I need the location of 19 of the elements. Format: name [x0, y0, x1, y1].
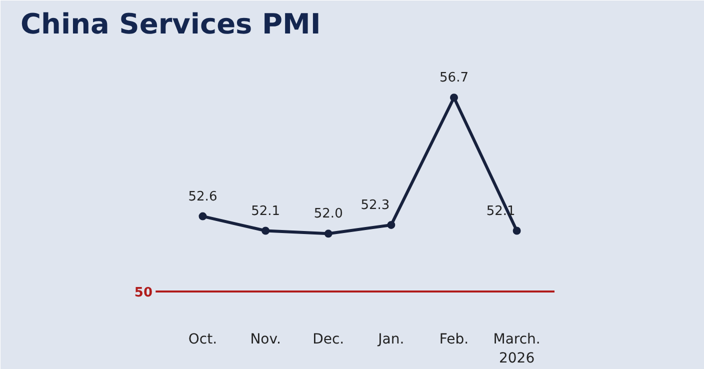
data-label: 52.0 — [314, 206, 343, 222]
point — [262, 226, 270, 235]
point — [198, 212, 207, 220]
data-label: 52.3 — [360, 198, 390, 213]
x-tick-label: Oct. — [188, 332, 218, 348]
x-tick-label: Nov. — [250, 332, 281, 348]
chart-title: China Services PMI — [20, 8, 321, 40]
point — [387, 220, 396, 229]
x-tick-label: Dec. — [312, 332, 344, 348]
data-label: 56.7 — [440, 70, 468, 86]
data-label: 52.6 — [188, 189, 218, 204]
ref-line-label: 50 — [134, 286, 152, 301]
data-label: 52.1 — [251, 204, 280, 219]
x-tick-label: Jan. — [377, 332, 404, 348]
x-tick-label: March. 2026 — [493, 332, 540, 367]
point — [324, 230, 332, 238]
x-tick-label: Feb. — [439, 332, 469, 348]
point — [450, 94, 458, 102]
point — [512, 226, 521, 235]
